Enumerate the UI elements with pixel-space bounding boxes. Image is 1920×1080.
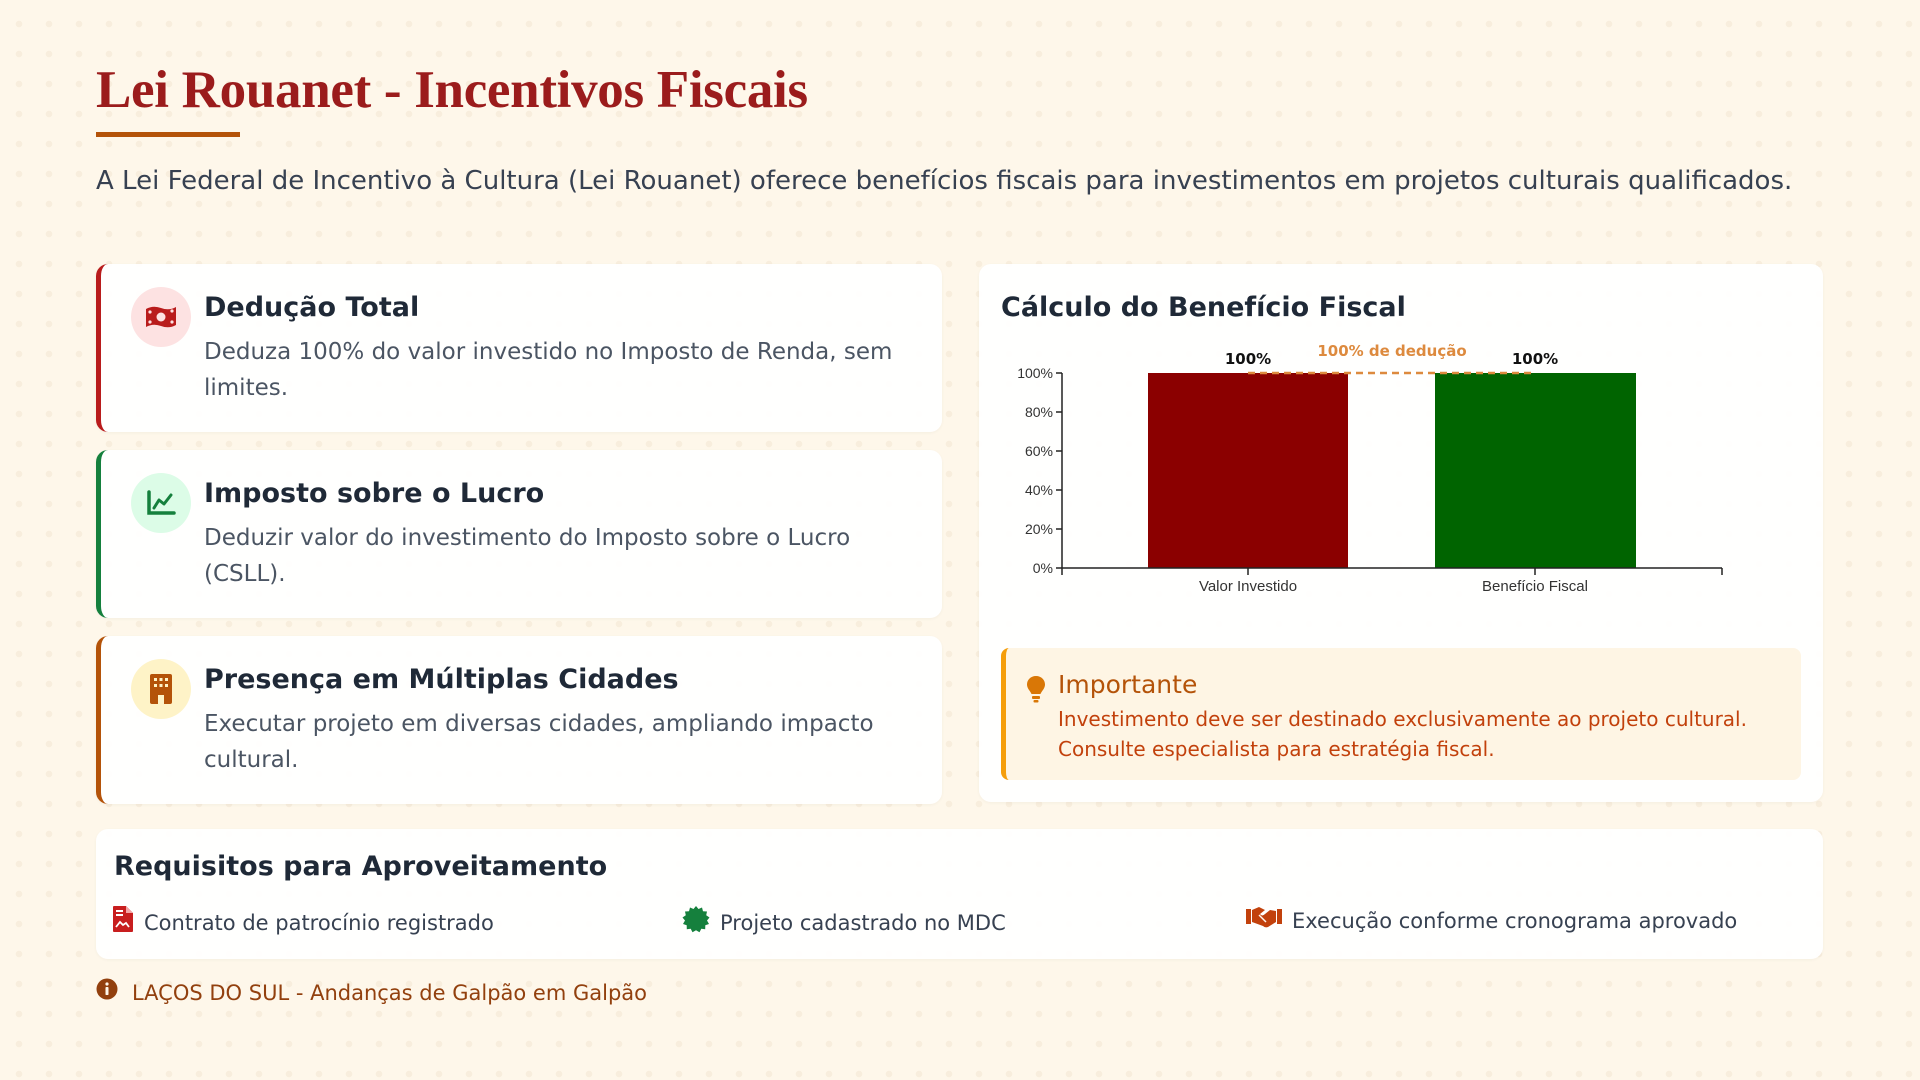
footer: LAÇOS DO SUL - Andanças de Galpão em Gal…	[96, 978, 647, 1008]
y-tick-label: 40%	[1025, 482, 1053, 498]
feature-card-imposto-lucro: Imposto sobre o Lucro Deduzir valor do i…	[96, 450, 942, 618]
feature-card-multiplas-cidades: Presença em Múltiplas Cidades Executar p…	[96, 636, 942, 804]
building-icon	[131, 659, 191, 719]
y-tick-label: 100%	[1017, 365, 1053, 381]
requirement-label: Projeto cadastrado no MDC	[720, 911, 1006, 935]
y-tick-label: 60%	[1025, 443, 1053, 459]
y-tick-label: 0%	[1033, 560, 1053, 576]
deduction-annotation: 100% de dedução	[1317, 342, 1466, 360]
feature-description: Executar projeto em diversas cidades, am…	[204, 711, 874, 773]
file-contract-icon	[112, 905, 134, 941]
x-tick-label: Valor Investido	[1199, 578, 1297, 595]
requirements-card: Requisitos para Aproveitamento Contrato …	[96, 829, 1823, 959]
note-text: Investimento deve ser destinado exclusiv…	[1058, 707, 1747, 761]
requirement-item: Execução conforme cronograma aprovado	[1246, 905, 1737, 937]
intro-text: A Lei Federal de Incentivo à Cultura (Le…	[96, 166, 1793, 196]
y-tick-label: 80%	[1025, 404, 1053, 420]
bar-chart: 100% 80% 60% 40% 20% 0% Valor Investido …	[1017, 342, 1723, 595]
bar-beneficio-fiscal	[1435, 373, 1636, 568]
data-label: 100%	[1225, 350, 1271, 368]
y-tick-label: 20%	[1025, 521, 1053, 537]
chart-title: Cálculo do Benefício Fiscal	[1001, 292, 1406, 323]
feature-description: Deduza 100% do valor investido no Impost…	[204, 339, 893, 401]
info-circle-icon	[96, 978, 118, 1008]
chart-card: Cálculo do Benefício Fiscal 100% 80% 60%…	[979, 264, 1823, 802]
requirement-item: Contrato de patrocínio registrado	[112, 905, 494, 941]
page-title: Lei Rouanet - Incentivos Fiscais	[96, 61, 808, 119]
requirement-label: Contrato de patrocínio registrado	[144, 911, 494, 935]
feature-description: Deduzir valor do investimento do Imposto…	[204, 525, 851, 587]
data-label: 100%	[1512, 350, 1558, 368]
x-tick-label: Benefício Fiscal	[1482, 578, 1588, 595]
feature-title: Dedução Total	[204, 292, 420, 323]
note-title: Importante	[1058, 670, 1198, 699]
requirements-title: Requisitos para Aproveitamento	[114, 851, 608, 882]
money-bill-icon	[131, 287, 191, 347]
feature-card-deducao-total: Dedução Total Deduza 100% do valor inves…	[96, 264, 942, 432]
requirement-label: Execução conforme cronograma aprovado	[1292, 909, 1738, 933]
lightbulb-icon	[1026, 675, 1046, 707]
bar-valor-investido	[1148, 373, 1348, 568]
feature-title: Imposto sobre o Lucro	[204, 478, 545, 509]
handshake-icon	[1246, 905, 1282, 937]
requirement-item: Projeto cadastrado no MDC	[682, 905, 1006, 941]
chart-line-icon	[131, 473, 191, 533]
feature-title: Presença em Múltiplas Cidades	[204, 664, 679, 695]
important-note: Importante Investimento deve ser destina…	[1001, 648, 1801, 780]
footer-text: LAÇOS DO SUL - Andanças de Galpão em Gal…	[132, 981, 647, 1005]
certificate-icon	[682, 905, 710, 941]
title-underline	[96, 132, 240, 137]
